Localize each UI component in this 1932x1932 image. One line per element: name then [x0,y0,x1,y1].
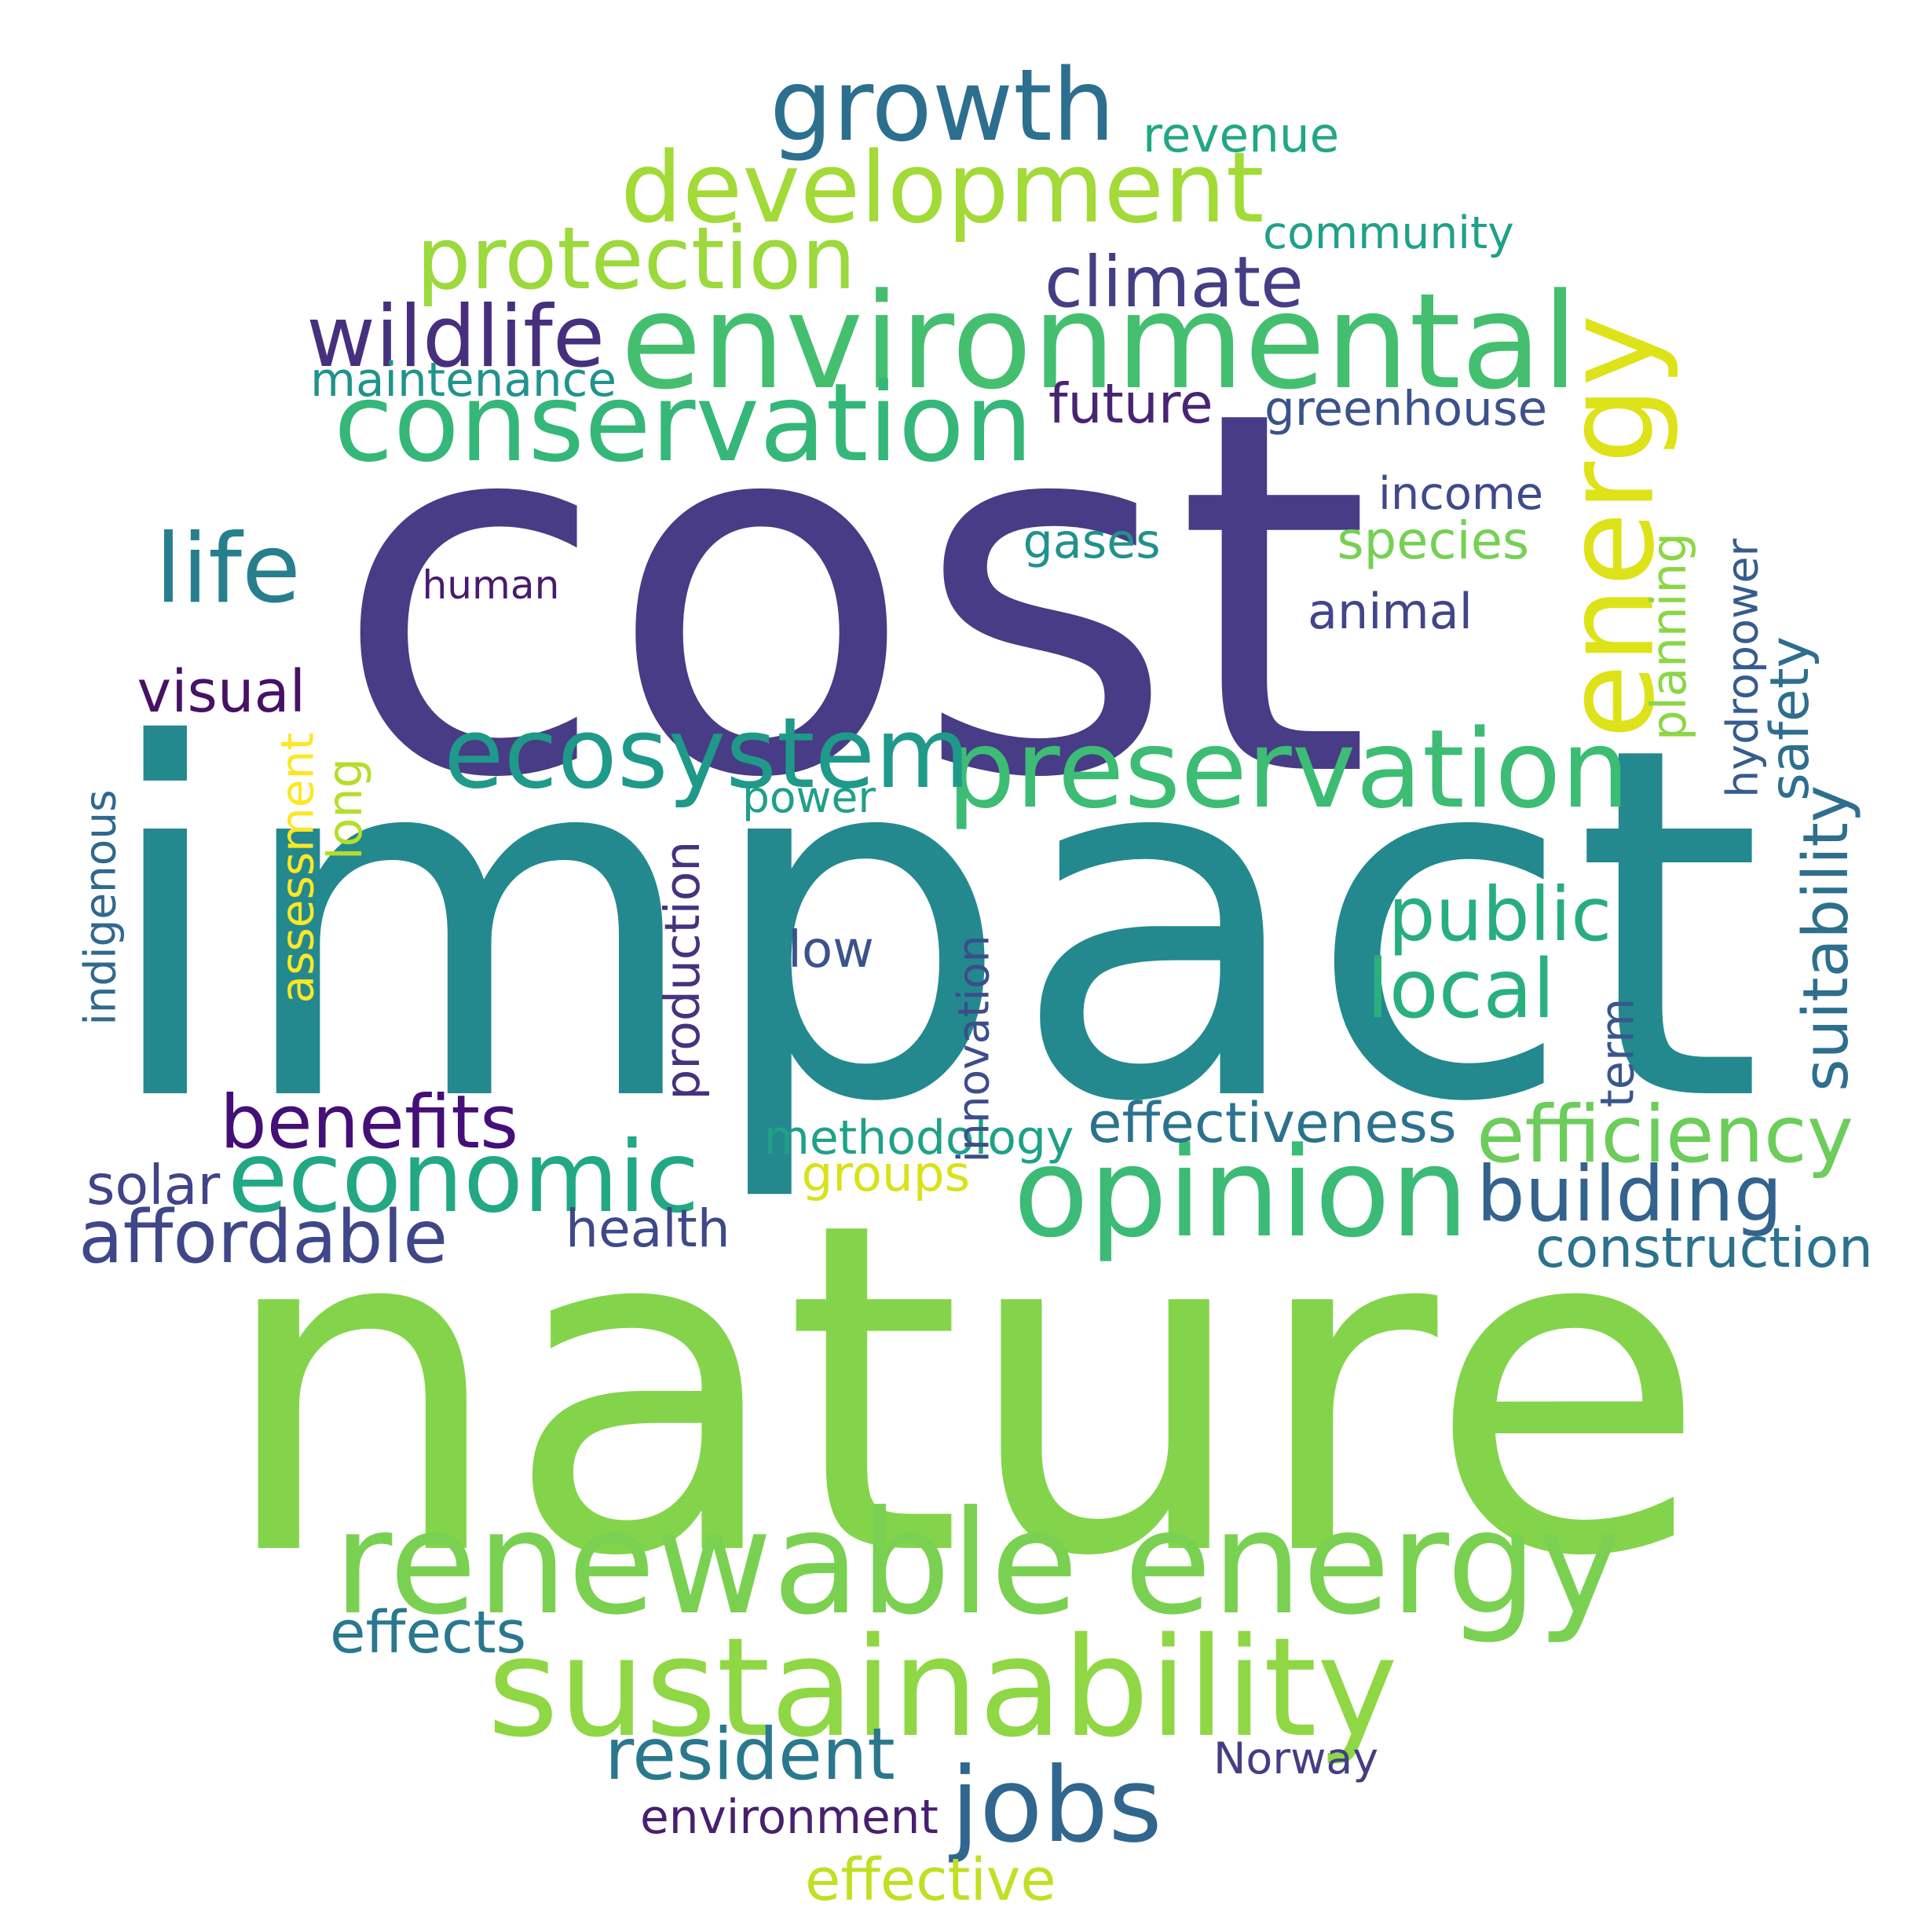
word-term: term [1590,997,1645,1107]
word-construction: construction [1535,1217,1873,1280]
word-suitability: suitability [1789,785,1863,1092]
word-indigenous: indigenous [75,789,126,1026]
word-species: species [1337,511,1530,571]
word-animal: animal [1308,584,1473,640]
word-climate: climate [1045,241,1304,324]
word-building: building [1476,1149,1783,1239]
word-innovation: innovation [948,935,999,1162]
word-efficiency: efficiency [1476,1089,1854,1180]
word-growth: growth [770,48,1115,163]
word-maintenance: maintenance [310,353,617,408]
word-benefits: benefits [220,1080,519,1165]
word-low: low [788,920,874,979]
word-visual: visual [137,659,306,726]
word-impact: impact [97,645,1764,1208]
word-effects: effects [330,1599,527,1667]
word-greenhouse: greenhouse [1264,380,1548,437]
word-human: human [422,562,560,608]
word-cost: cost [332,305,1372,887]
word-jobs: jobs [950,1746,1162,1866]
word-revenue: revenue [1143,107,1340,163]
word-assessment: assessment [269,732,324,1004]
word-groups: groups [801,1144,971,1202]
word-norway: Norway [1213,1733,1379,1784]
word-community: community [1263,207,1514,259]
word-effective: effective [805,1847,1056,1914]
word-methodology: methodology [763,1111,1074,1165]
word-development: development [620,132,1264,245]
word-planning: planning [1641,532,1697,741]
word-effectiveness: effectiveness [1088,1089,1457,1155]
word-income: income [1378,467,1544,520]
word-wildlife: wildlife [306,288,606,386]
word-long: long [317,758,373,861]
word-future: future [1048,372,1213,436]
word-life: life [155,513,301,624]
word-nature: nature [217,1125,1708,1656]
word-ecosystem: ecosystem [444,697,971,810]
word-solar: solar [86,1154,221,1217]
word-public: public [1388,871,1612,958]
word-renewable-energy: renewable energy [333,1480,1623,1646]
word-economic: economic [228,1121,700,1235]
word-safety: safety [1758,636,1821,801]
word-environment: environment [640,1791,939,1845]
word-resident: resident [605,1713,895,1796]
word-sustainability: sustainability [487,1608,1398,1768]
word-health: health [565,1198,730,1259]
word-conservation: conservation [334,360,1034,486]
word-production: production [655,840,712,1100]
word-environmental: environmental [620,265,1579,419]
word-gases: gases [1023,514,1161,569]
word-preservation: preservation [946,706,1630,832]
word-affordable: affordable [79,1194,448,1279]
word-protection: protection [416,208,856,309]
word-opinion: opinion [1013,1122,1469,1265]
word-local: local [1367,942,1555,1037]
word-power: power [742,771,876,822]
